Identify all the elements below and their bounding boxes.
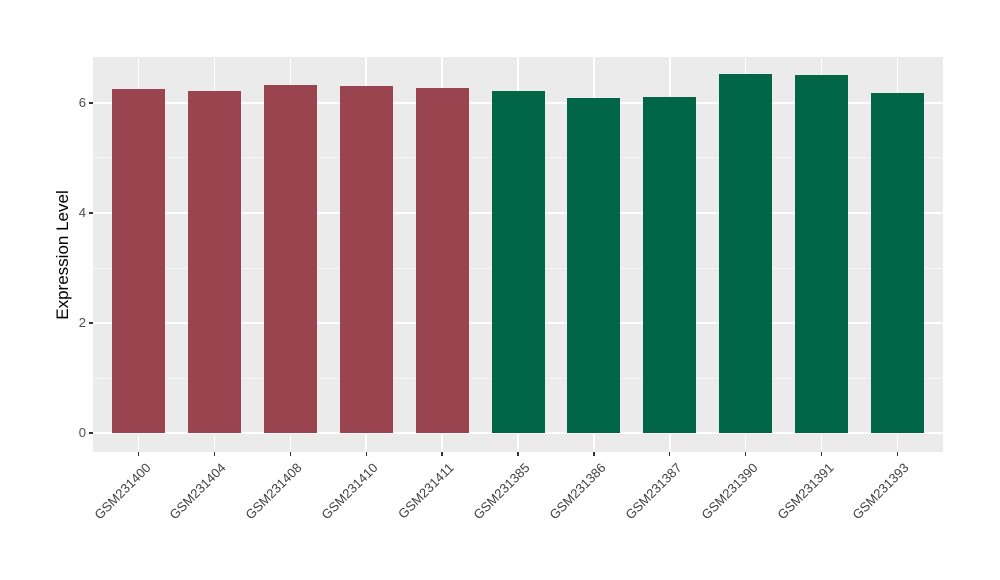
bar xyxy=(112,89,166,433)
bar xyxy=(415,88,469,433)
y-tick-label: 6 xyxy=(78,94,86,110)
bar xyxy=(870,92,924,434)
x-tick-mark xyxy=(669,452,671,456)
x-tick-mark xyxy=(213,452,216,456)
x-tick-mark xyxy=(441,452,443,456)
bar xyxy=(339,86,393,433)
y-tick-label: 2 xyxy=(78,315,86,330)
y-tick-label: 4 xyxy=(78,204,86,220)
y-tick-mark xyxy=(89,212,93,214)
bar xyxy=(263,84,317,434)
x-tick-mark xyxy=(820,452,823,456)
y-tick-mark xyxy=(89,432,93,434)
bar xyxy=(795,74,849,433)
x-tick-mark xyxy=(289,452,291,456)
x-tick-mark xyxy=(896,452,899,456)
y-tick-mark xyxy=(89,102,93,104)
y-tick-label: 0 xyxy=(78,425,86,441)
bar xyxy=(187,91,241,433)
y-tick-mark xyxy=(89,322,93,324)
x-tick-mark xyxy=(365,452,367,456)
y-axis-title: Expression Level xyxy=(53,190,72,320)
bar xyxy=(719,73,773,434)
bar xyxy=(567,98,621,434)
bar xyxy=(643,97,697,434)
x-tick-mark xyxy=(137,452,140,456)
bar xyxy=(491,90,545,433)
plot-panel xyxy=(93,57,943,452)
x-tick-mark xyxy=(517,452,519,456)
x-tick-mark xyxy=(745,452,747,456)
x-tick-mark xyxy=(593,452,595,456)
